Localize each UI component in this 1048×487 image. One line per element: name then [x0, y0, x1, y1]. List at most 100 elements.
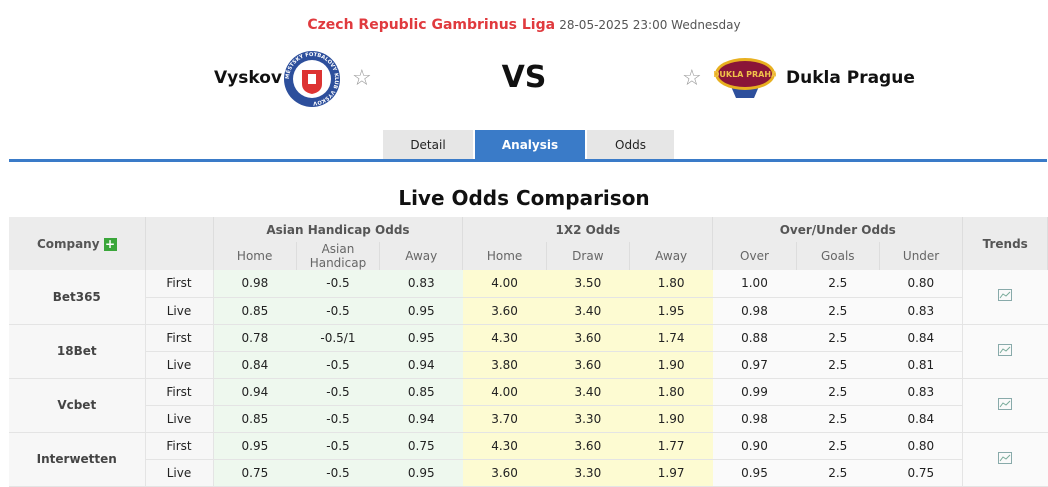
odds-cell: 1.97 [629, 459, 713, 487]
asian-handicap-header: Asian Handicap Odds [213, 217, 464, 242]
company-name[interactable]: Interwetten [9, 432, 146, 487]
subheader-asian-handicap: Asian Handicap [296, 242, 381, 270]
odds-cell: 1.95 [629, 297, 713, 325]
odds-cell: 0.84 [213, 351, 297, 379]
match-info: Czech Republic Gambrinus Liga 28-05-2025… [0, 17, 1048, 33]
add-company-plus-icon[interactable]: + [103, 236, 117, 251]
odds-cell: 2.5 [796, 378, 880, 406]
odds-cell: 0.81 [879, 351, 963, 379]
odds-cell: 4.00 [462, 270, 547, 298]
match-datetime: 28-05-2025 23:00 Wednesday [559, 18, 741, 32]
odds-cell: 1.77 [629, 432, 713, 460]
odds-cell: 2.5 [796, 270, 880, 298]
tab-detail[interactable]: Detail [383, 130, 473, 160]
trend-chart-icon[interactable] [998, 397, 1013, 410]
odds-cell: 4.30 [462, 432, 547, 460]
subheader-goals: Goals [796, 242, 880, 270]
odds-cell: 2.5 [796, 459, 880, 487]
odds-table: Company + Asian Handicap Odds 1X2 Odds Ov… [9, 217, 1048, 487]
type-header [145, 217, 214, 270]
table-row: Interwetten First 0.95 -0.5 0.75 4.30 3.60 1.77… [9, 432, 1048, 487]
odds-cell: 3.60 [462, 297, 547, 325]
company-name[interactable]: 18Bet [9, 324, 146, 379]
odds-cell: 0.85 [213, 405, 297, 433]
odds-cell: 0.83 [379, 270, 463, 298]
odds-cell: 0.98 [213, 270, 297, 298]
odds-cell: 0.98 [712, 297, 797, 325]
subheader-home: Home [213, 242, 297, 270]
table-row: Live 0.85 -0.5 0.95 3.60 3.40 1.95 0.98 2.5 0.83 [9, 297, 1048, 325]
odds-cell: 0.80 [879, 270, 963, 298]
trends-header: Trends [962, 217, 1048, 270]
trend-chart-icon[interactable] [998, 343, 1013, 356]
subheader-under: Under [879, 242, 964, 270]
odds-cell: 0.94 [379, 405, 463, 433]
favorite-home-star-icon[interactable]: ☆ [352, 66, 372, 91]
odds-cell: 4.30 [462, 324, 547, 352]
table-row: Live 0.84 -0.5 0.94 3.80 3.60 1.90 0.97 2.5 0.81 [9, 351, 1048, 379]
odds-cell: 0.97 [712, 351, 797, 379]
odds-cell: -0.5 [296, 270, 380, 298]
odds-cell: 3.70 [462, 405, 547, 433]
odds-cell: 0.94 [213, 378, 297, 406]
odds-type: First [145, 324, 214, 352]
league-name[interactable]: Czech Republic Gambrinus Liga [307, 17, 556, 33]
odds-cell: 2.5 [796, 324, 880, 352]
table-row: Live 0.85 -0.5 0.94 3.70 3.30 1.90 0.98 2.5 0.84 [9, 405, 1048, 433]
table-row: 18Bet First 0.78 -0.5/1 0.95 4.30 3.60 1.74 0.88… [9, 324, 1048, 379]
odds-cell: 1.90 [629, 405, 713, 433]
odds-cell: 3.60 [546, 351, 630, 379]
trend-chart-icon[interactable] [998, 451, 1013, 464]
odds-cell: -0.5 [296, 459, 380, 487]
trends-cell [962, 432, 1048, 487]
subheader-away: Away [629, 242, 714, 270]
odds-cell: 3.30 [546, 405, 630, 433]
company-name[interactable]: Bet365 [9, 270, 146, 325]
odds-cell: -0.5 [296, 432, 380, 460]
odds-cell: 0.95 [379, 459, 463, 487]
odds-cell: -0.5 [296, 405, 380, 433]
away-team-name[interactable]: Dukla Prague [786, 68, 915, 88]
odds-cell: -0.5 [296, 351, 380, 379]
tab-analysis[interactable]: Analysis [475, 130, 585, 160]
odds-cell: 4.00 [462, 378, 547, 406]
odds-cell: 0.95 [213, 432, 297, 460]
odds-type: First [145, 270, 214, 298]
odds-cell: -0.5/1 [296, 324, 380, 352]
odds-cell: 3.50 [546, 270, 630, 298]
home-team-name[interactable]: Vyskov [214, 68, 282, 88]
odds-cell: 1.80 [629, 270, 713, 298]
odds-cell: 0.75 [879, 459, 963, 487]
home-team-logo: MĚSTSKÝ FOTBALOVÝ KLUB VYŠKOV [284, 51, 340, 107]
company-name[interactable]: Vcbet [9, 378, 146, 433]
tab-underline [9, 159, 1047, 162]
odds-type: First [145, 378, 214, 406]
odds-cell: 0.99 [712, 378, 797, 406]
odds-cell: 2.5 [796, 351, 880, 379]
odds-cell: 0.83 [879, 297, 963, 325]
odds-cell: 0.98 [712, 405, 797, 433]
odds-type: Live [145, 459, 214, 487]
odds-cell: 0.94 [379, 351, 463, 379]
subheader-draw: Draw [546, 242, 631, 270]
odds-cell: 0.95 [379, 324, 463, 352]
odds-cell: 0.84 [879, 405, 963, 433]
odds-cell: 0.78 [213, 324, 297, 352]
odds-type: Live [145, 351, 214, 379]
table-row: Bet365 First 0.98 -0.5 0.83 4.00 3.50 1.80 1.00 2… [9, 270, 1048, 325]
odds-cell: 0.75 [379, 432, 463, 460]
subheader-over: Over [712, 242, 797, 270]
tab-odds[interactable]: Odds [587, 130, 674, 160]
odds-cell: 1.90 [629, 351, 713, 379]
section-title: Live Odds Comparison [398, 186, 650, 210]
odds-cell: 3.30 [546, 459, 630, 487]
odds-cell: 3.60 [546, 324, 630, 352]
trend-chart-icon[interactable] [998, 289, 1013, 302]
odds-cell: 0.88 [712, 324, 797, 352]
favorite-away-star-icon[interactable]: ☆ [682, 66, 702, 91]
over-under-header: Over/Under Odds [712, 217, 964, 242]
odds-type: Live [145, 297, 214, 325]
odds-cell: 1.74 [629, 324, 713, 352]
odds-cell: 0.83 [879, 378, 963, 406]
table-row: Vcbet First 0.94 -0.5 0.85 4.00 3.40 1.80 0.99 2.… [9, 378, 1048, 433]
